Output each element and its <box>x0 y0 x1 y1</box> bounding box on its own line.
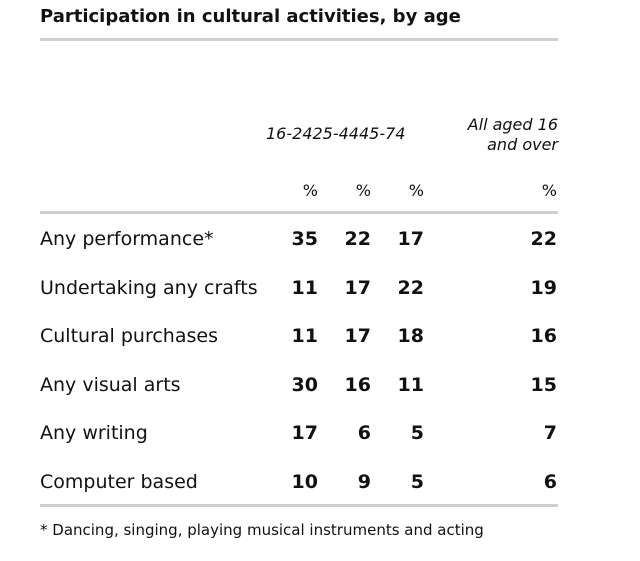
unit-label: % <box>408 181 424 200</box>
row-label: Any performance* <box>40 228 214 250</box>
all-ages-header-line2: and over <box>487 135 558 154</box>
age-group-headers: 16-2425-4445-74 <box>266 124 406 143</box>
all-ages-header-line1: All aged 16 <box>467 115 558 134</box>
unit-label: % <box>541 181 557 200</box>
top-rule <box>40 38 558 41</box>
data-cell: 22 <box>344 228 371 250</box>
data-cell: 9 <box>357 471 371 493</box>
data-cell: 6 <box>543 471 557 493</box>
data-cell: 17 <box>344 276 371 299</box>
data-cell: 19 <box>530 276 557 299</box>
data-cell: 16 <box>344 373 371 396</box>
row-label: Undertaking any crafts <box>40 276 258 299</box>
data-cell: 5 <box>410 471 424 493</box>
unit-label: % <box>302 181 318 200</box>
data-cell: 30 <box>291 373 318 396</box>
footnote: * Dancing, singing, playing musical inst… <box>40 521 484 539</box>
data-cell: 6 <box>357 422 371 445</box>
data-cell: 11 <box>397 373 424 396</box>
unit-label: % <box>355 181 371 200</box>
row-label: Any visual arts <box>40 373 181 396</box>
data-cell: 17 <box>291 422 318 445</box>
data-cell: 16 <box>530 325 557 348</box>
data-cell: 15 <box>530 373 557 396</box>
data-cell: 22 <box>530 228 557 250</box>
header-rule <box>40 211 558 214</box>
all-ages-header: All aged 16 and over <box>468 115 558 155</box>
row-label: Any writing <box>40 422 148 445</box>
bottom-rule <box>40 504 558 507</box>
row-label: Computer based <box>40 471 198 493</box>
data-cell: 35 <box>291 228 318 250</box>
data-cell: 17 <box>397 228 424 250</box>
data-cell: 17 <box>344 325 371 348</box>
data-cell: 11 <box>291 276 318 299</box>
data-cell: 5 <box>410 422 424 445</box>
row-label: Cultural purchases <box>40 325 218 348</box>
data-cell: 7 <box>543 422 557 445</box>
data-cell: 10 <box>291 471 318 493</box>
data-cell: 11 <box>291 325 318 348</box>
data-cell: 22 <box>397 276 424 299</box>
data-cell: 18 <box>397 325 424 348</box>
chart-title: Participation in cultural activities, by… <box>40 6 461 27</box>
